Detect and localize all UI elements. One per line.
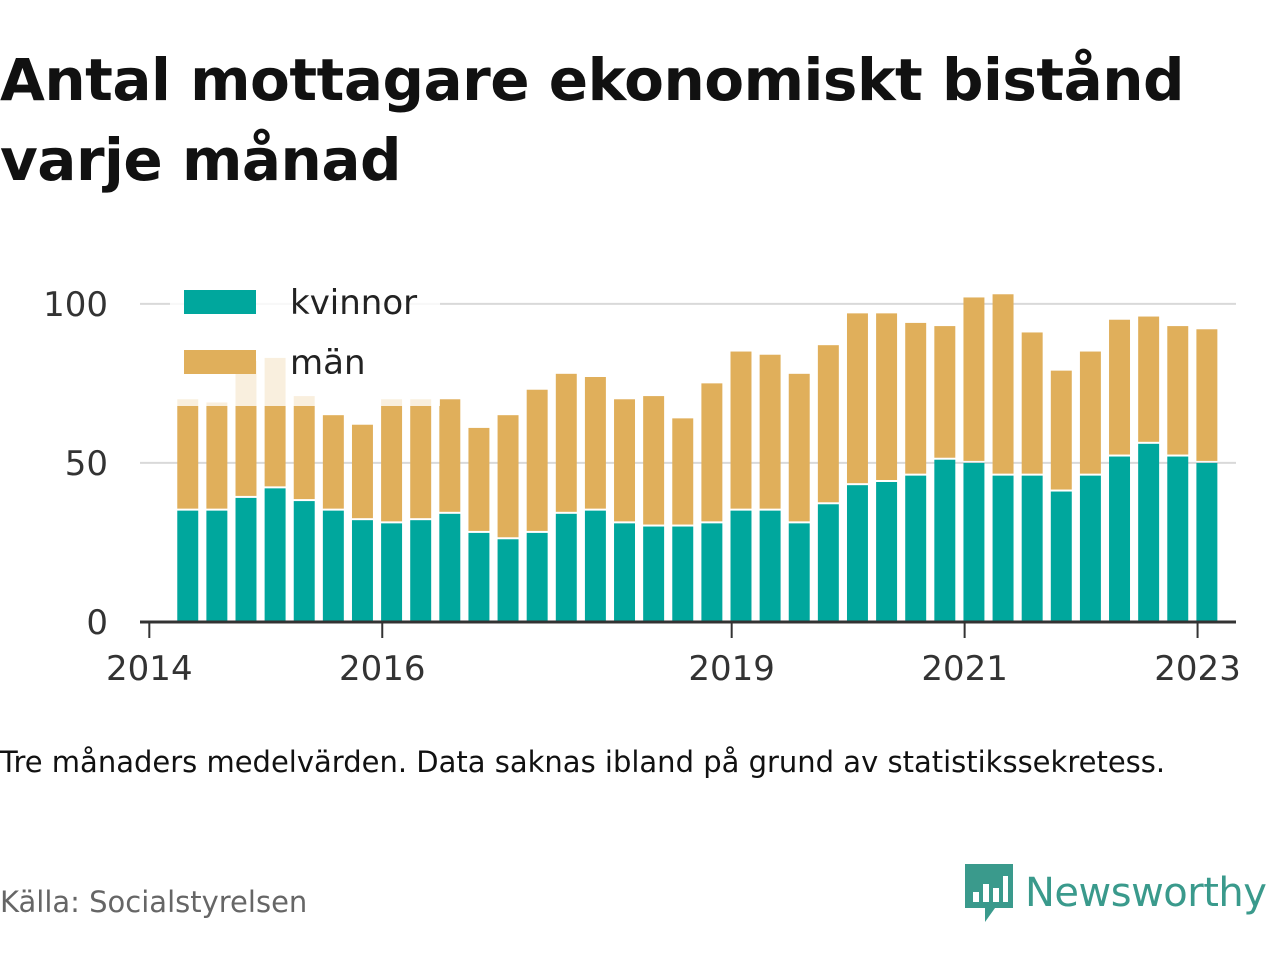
legend-swatch-kvinnor — [184, 290, 256, 314]
bar-kvinnor-13 — [555, 513, 577, 622]
bar-kvinnor-30 — [1050, 491, 1072, 622]
bar-kvinnor-12 — [526, 532, 548, 622]
bar-kvinnor-6 — [351, 520, 373, 622]
bar-män-17 — [672, 418, 694, 525]
bar-kvinnor-26 — [934, 459, 956, 622]
bar-kvinnor-5 — [322, 510, 344, 622]
bar-män-28 — [992, 294, 1014, 474]
bar-kvinnor-22 — [817, 504, 839, 622]
bar-män-24 — [876, 313, 898, 480]
bar-män-25 — [905, 322, 927, 474]
bar-män-6 — [351, 424, 373, 519]
bar-kvinnor-34 — [1167, 456, 1189, 622]
x-tick-label: 2016 — [339, 649, 426, 689]
bar-män-5 — [322, 415, 344, 509]
bar-kvinnor-2 — [235, 497, 257, 622]
bar-kvinnor-17 — [672, 526, 694, 622]
bar-kvinnor-14 — [584, 510, 606, 622]
bar-män-33 — [1138, 316, 1160, 442]
bar-kvinnor-21 — [788, 523, 810, 622]
bar-kvinnor-8 — [410, 520, 432, 622]
bar-kvinnor-18 — [701, 523, 723, 622]
x-tick-label: 2021 — [921, 649, 1008, 689]
legend-swatch-män — [184, 350, 256, 374]
bar-män-35 — [1196, 329, 1218, 461]
bar-män-0 — [177, 399, 199, 509]
bar-män-10 — [468, 427, 490, 531]
brand-logo: Newsworthy — [963, 862, 1267, 924]
bar-kvinnor-32 — [1109, 456, 1131, 622]
bar-kvinnor-0 — [177, 510, 199, 622]
bar-kvinnor-7 — [381, 523, 403, 622]
bar-män-26 — [934, 326, 956, 458]
source-label: Källa: Socialstyrelsen — [0, 885, 308, 919]
bar-män-22 — [817, 345, 839, 503]
bar-män-21 — [788, 373, 810, 522]
bar-kvinnor-20 — [759, 510, 781, 622]
bar-kvinnor-25 — [905, 475, 927, 622]
stacked-bar-chart: 0 50 100 2014 2016 2019 2021 2023 kvinnor män — [43, 282, 1241, 689]
axes: 0 50 100 2014 2016 2019 2021 2023 — [43, 285, 1241, 689]
bar-kvinnor-9 — [439, 513, 461, 622]
bar-kvinnor-11 — [497, 539, 519, 622]
chart-note: Tre månaders medelvärden. Data saknas ib… — [0, 745, 1166, 779]
bar-kvinnor-33 — [1138, 443, 1160, 622]
bar-kvinnor-15 — [614, 523, 636, 622]
bar-kvinnor-19 — [730, 510, 752, 622]
bar-män-20 — [759, 354, 781, 509]
bar-män-9 — [439, 399, 461, 512]
bar-kvinnor-28 — [992, 475, 1014, 622]
bar-män-19 — [730, 351, 752, 509]
bar-män-34 — [1167, 326, 1189, 455]
x-tick-label: 2023 — [1154, 649, 1241, 689]
y-tick-label: 50 — [65, 444, 108, 484]
legend-label-män: män — [290, 343, 366, 383]
legend: kvinnor män — [170, 282, 440, 406]
bar-kvinnor-29 — [1021, 475, 1043, 622]
newsworthy-icon — [965, 864, 1013, 922]
bar-kvinnor-31 — [1079, 475, 1101, 622]
bar-kvinnor-1 — [206, 510, 228, 622]
bar-män-1 — [206, 402, 228, 509]
y-tick-label: 0 — [86, 603, 108, 643]
bar-män-13 — [555, 373, 577, 512]
y-tick-label: 100 — [43, 285, 108, 325]
chart-title: Antal mottagare ekonomiskt bistånd varje… — [0, 46, 1185, 194]
bar-män-32 — [1109, 319, 1131, 455]
bar-kvinnor-3 — [264, 488, 286, 622]
bar-män-14 — [584, 377, 606, 509]
bar-kvinnor-16 — [643, 526, 665, 622]
bar-män-4 — [293, 396, 315, 500]
bar-kvinnor-24 — [876, 482, 898, 622]
bar-män-8 — [410, 399, 432, 519]
bar-kvinnor-23 — [846, 485, 868, 622]
bar-män-29 — [1021, 332, 1043, 474]
brand-name: Newsworthy — [1025, 870, 1267, 916]
bar-män-12 — [526, 389, 548, 531]
bar-män-30 — [1050, 370, 1072, 490]
x-tick-label: 2014 — [106, 649, 193, 689]
bar-män-16 — [643, 396, 665, 525]
bar-män-27 — [963, 297, 985, 461]
bar-män-7 — [381, 399, 403, 522]
bar-kvinnor-4 — [293, 501, 315, 622]
x-tick-label: 2019 — [688, 649, 775, 689]
legend-label-kvinnor: kvinnor — [290, 283, 417, 323]
bar-män-18 — [701, 383, 723, 522]
bar-kvinnor-27 — [963, 462, 985, 622]
bar-kvinnor-10 — [468, 532, 490, 622]
bar-kvinnor-35 — [1196, 462, 1218, 622]
bar-män-23 — [846, 313, 868, 484]
bar-män-15 — [614, 399, 636, 522]
bar-män-31 — [1079, 351, 1101, 474]
bar-män-11 — [497, 415, 519, 538]
